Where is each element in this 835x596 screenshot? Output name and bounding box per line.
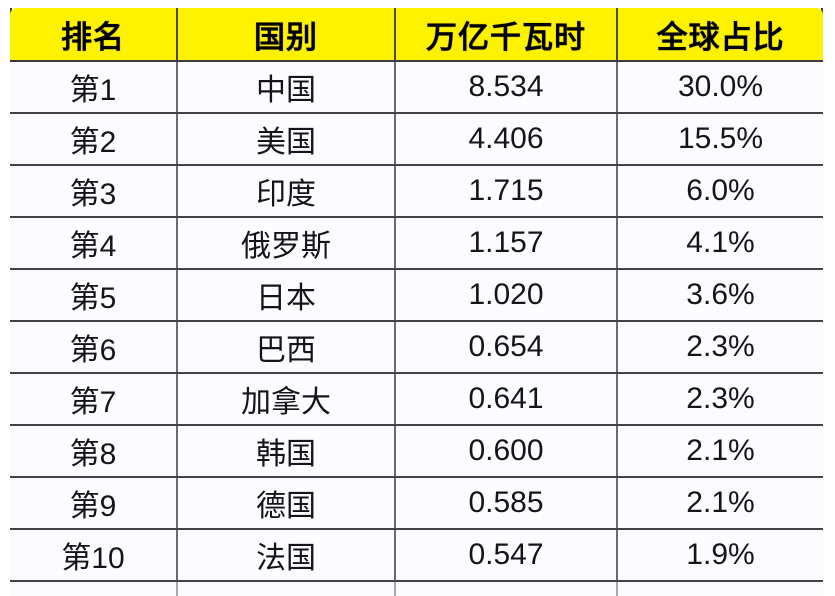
cell-value-partial: [395, 581, 618, 596]
table-row: 第4 俄罗斯 1.157 4.1%: [10, 217, 823, 270]
cell-share: 2.3%: [617, 373, 823, 426]
cell-value: 1.715: [395, 165, 618, 218]
table-row: 第10 法国 0.547 1.9%: [10, 529, 823, 582]
cell-rank: 第10: [10, 529, 178, 582]
table-row: 第2 美国 4.406 15.5%: [10, 113, 823, 166]
table-row: 第3 印度 1.715 6.0%: [10, 165, 823, 218]
header-row: 排名 国别 万亿千瓦时 全球占比: [10, 8, 823, 62]
cell-rank: 第5: [10, 269, 178, 322]
cell-share-partial: [617, 581, 823, 596]
cell-rank: 第3: [10, 165, 178, 218]
column-header-share[interactable]: 全球占比: [617, 8, 823, 62]
table-row-partial-cutoff: [10, 581, 823, 596]
cell-rank: 第2: [10, 113, 178, 166]
cell-rank-partial: [10, 581, 178, 596]
cell-country: 巴西: [177, 321, 396, 374]
cell-country: 俄罗斯: [177, 217, 396, 270]
cell-value: 4.406: [395, 113, 618, 166]
cell-rank: 第8: [10, 425, 178, 478]
cell-country: 韩国: [177, 425, 396, 478]
column-header-country[interactable]: 国别: [177, 8, 396, 62]
cell-country: 加拿大: [177, 373, 396, 426]
cell-value: 0.641: [395, 373, 618, 426]
table-row: 第1 中国 8.534 30.0%: [10, 61, 823, 114]
cell-share: 3.6%: [617, 269, 823, 322]
cell-share: 2.3%: [617, 321, 823, 374]
column-header-rank[interactable]: 排名: [10, 8, 178, 62]
cell-share: 2.1%: [617, 477, 823, 530]
cell-rank: 第9: [10, 477, 178, 530]
table-header: 排名 国别 万亿千瓦时 全球占比: [10, 8, 823, 62]
cell-value: 1.157: [395, 217, 618, 270]
cell-country: 中国: [177, 61, 396, 114]
table-container: 排名 国别 万亿千瓦时 全球占比 第1 中国 8.534 30.0% 第2 美国…: [10, 8, 823, 596]
cell-country: 法国: [177, 529, 396, 582]
cell-country-partial: [177, 581, 396, 596]
column-header-value[interactable]: 万亿千瓦时: [395, 8, 618, 62]
cell-country: 德国: [177, 477, 396, 530]
electricity-generation-table: 排名 国别 万亿千瓦时 全球占比 第1 中国 8.534 30.0% 第2 美国…: [10, 8, 823, 596]
cell-share: 1.9%: [617, 529, 823, 582]
table-row: 第7 加拿大 0.641 2.3%: [10, 373, 823, 426]
cell-share: 15.5%: [617, 113, 823, 166]
cell-rank: 第4: [10, 217, 178, 270]
table-row: 第6 巴西 0.654 2.3%: [10, 321, 823, 374]
cell-value: 0.600: [395, 425, 618, 478]
cell-rank: 第1: [10, 61, 178, 114]
cell-share: 2.1%: [617, 425, 823, 478]
cell-country: 日本: [177, 269, 396, 322]
cell-value: 0.585: [395, 477, 618, 530]
cell-value: 0.547: [395, 529, 618, 582]
cell-value: 1.020: [395, 269, 618, 322]
table-body: 第1 中国 8.534 30.0% 第2 美国 4.406 15.5% 第3 印…: [10, 61, 823, 596]
cell-country: 美国: [177, 113, 396, 166]
cell-rank: 第7: [10, 373, 178, 426]
cell-country: 印度: [177, 165, 396, 218]
cell-value: 8.534: [395, 61, 618, 114]
cell-rank: 第6: [10, 321, 178, 374]
cell-share: 30.0%: [617, 61, 823, 114]
cell-share: 6.0%: [617, 165, 823, 218]
cell-value: 0.654: [395, 321, 618, 374]
cell-share: 4.1%: [617, 217, 823, 270]
table-row: 第9 德国 0.585 2.1%: [10, 477, 823, 530]
table-row: 第8 韩国 0.600 2.1%: [10, 425, 823, 478]
table-row: 第5 日本 1.020 3.6%: [10, 269, 823, 322]
